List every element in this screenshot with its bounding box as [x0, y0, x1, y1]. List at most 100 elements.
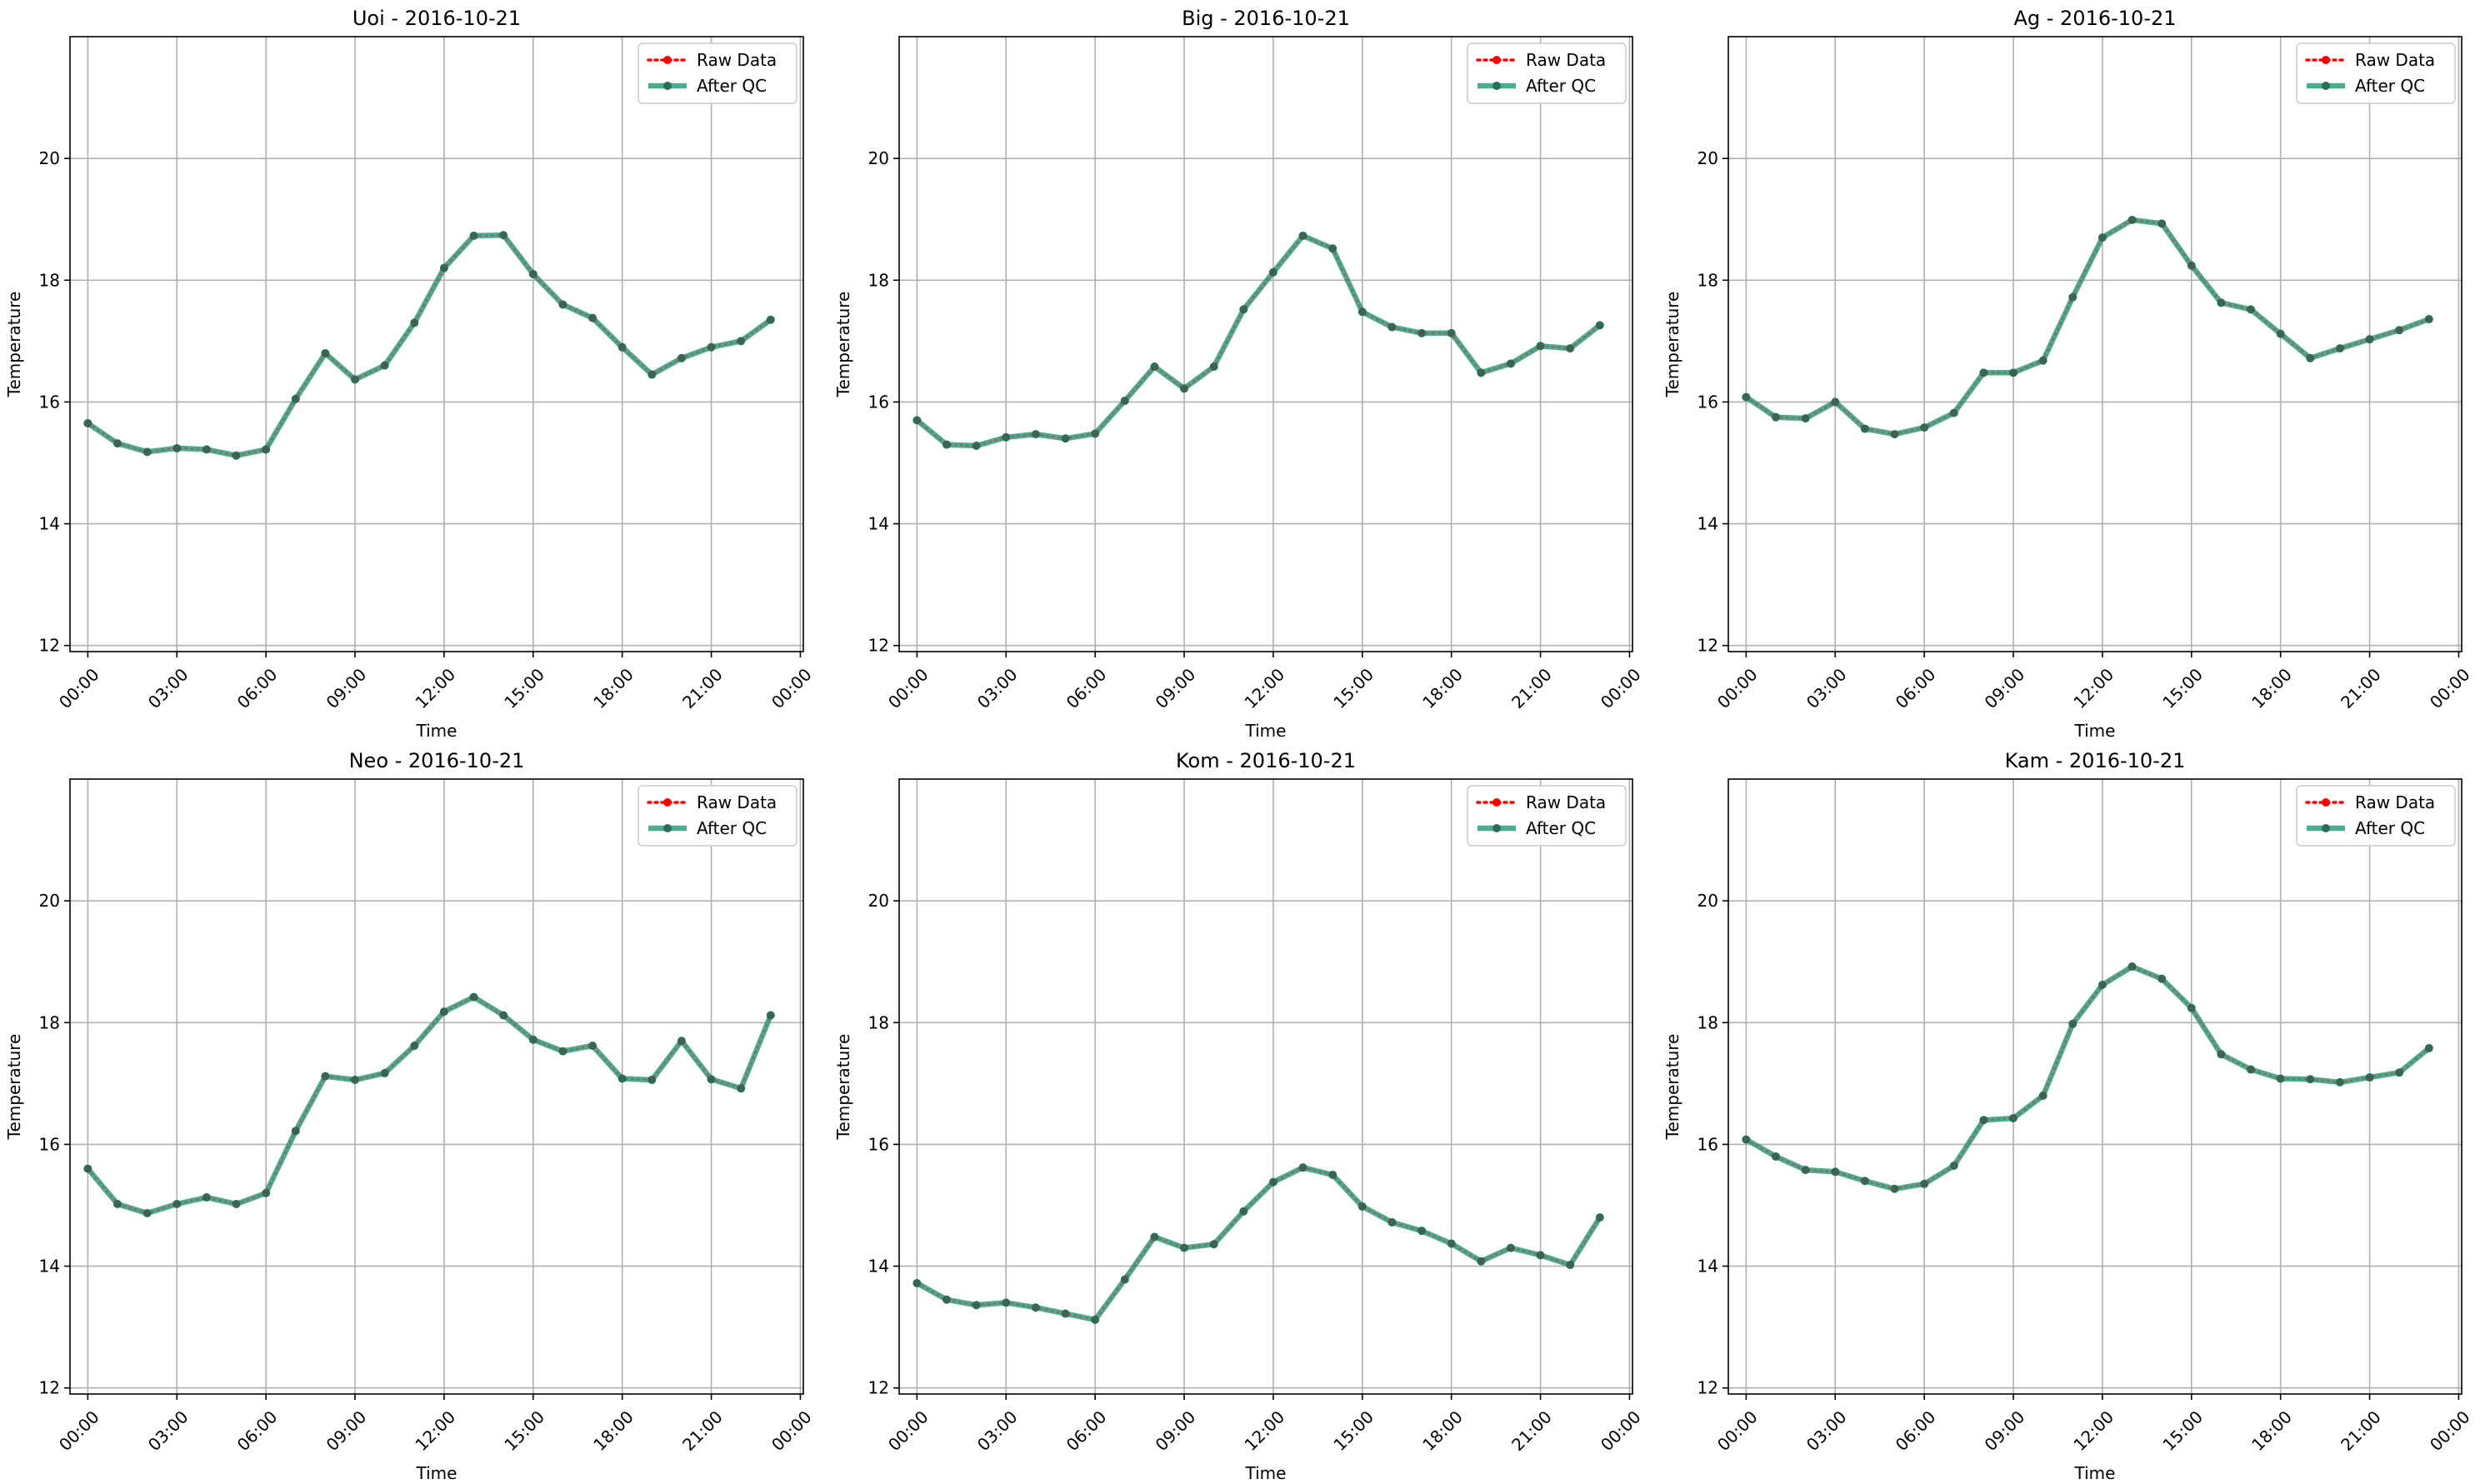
x-tick-label: 21:00 [678, 1407, 727, 1455]
legend-marker-after-qc [2322, 82, 2330, 90]
point-after-qc [1860, 424, 1869, 433]
y-tick-label: 16 [39, 1134, 60, 1154]
y-tick-label: 16 [868, 1134, 889, 1154]
point-after-qc [912, 416, 922, 425]
series-line-raw-data [916, 1166, 1602, 1322]
point-after-qc [972, 1301, 981, 1310]
point-after-qc [2128, 962, 2137, 972]
point-after-qc [528, 269, 538, 278]
axes-frame [898, 778, 1633, 1395]
point-after-qc [1061, 434, 1070, 443]
x-tick-label: 15:00 [500, 1407, 548, 1455]
point-after-qc [1239, 1207, 1248, 1216]
legend: Raw Data After QC [1467, 42, 1627, 104]
point-after-qc [1418, 1227, 1427, 1236]
x-tick-label: 12:00 [2069, 1407, 2118, 1455]
point-after-qc [469, 992, 478, 1002]
x-axis-label: Time [1245, 1463, 1287, 1483]
point-after-qc [1595, 1213, 1604, 1222]
x-tick-label: 00:00 [1597, 664, 1645, 712]
x-tick-label: 00:00 [2426, 664, 2474, 712]
y-tick-label: 14 [1698, 1257, 1718, 1277]
point-after-qc [1860, 1177, 1869, 1186]
point-after-qc [1890, 1184, 1899, 1193]
point-after-qc [2158, 974, 2167, 983]
point-after-qc [1091, 429, 1100, 438]
point-after-qc [1506, 1243, 1515, 1252]
x-tick-label: 06:00 [1892, 1407, 1940, 1455]
point-after-qc [2247, 305, 2256, 314]
point-after-qc [2038, 356, 2048, 365]
point-after-qc [499, 231, 508, 240]
y-tick-label: 12 [39, 1378, 60, 1398]
x-tick-label: 00:00 [55, 1407, 103, 1455]
point-after-qc [2365, 1073, 2374, 1082]
point-after-qc [1180, 1243, 1189, 1252]
point-after-qc [2276, 329, 2285, 338]
y-axis-label: Temperature [1662, 1034, 1682, 1141]
point-after-qc [942, 440, 952, 449]
point-after-qc [2068, 1019, 2078, 1028]
point-after-qc [172, 1200, 182, 1209]
point-after-qc [380, 1068, 389, 1077]
point-after-qc [1031, 1303, 1040, 1312]
axes-frame [69, 36, 804, 652]
point-after-qc [912, 1279, 922, 1288]
series-line-after-qc [85, 994, 774, 1217]
subplot: 00:00 03:00 06:00 09:00 12:00 15:00 18:00 21:00… [1662, 749, 2474, 1483]
y-tick-label: 20 [39, 148, 60, 168]
y-axis-label: Temperature [833, 292, 853, 398]
point-after-qc [588, 313, 598, 322]
point-after-qc [766, 315, 775, 324]
point-after-qc [2038, 1091, 2048, 1100]
subplot: 00:00 03:00 06:00 09:00 12:00 15:00 18:00 21:00… [1662, 7, 2474, 741]
point-after-qc [262, 445, 271, 454]
point-after-qc [2128, 215, 2137, 224]
point-after-qc [942, 1295, 952, 1304]
x-tick-label: 00:00 [1713, 1407, 1762, 1455]
point-after-qc [1002, 1298, 1011, 1307]
point-after-qc [172, 443, 182, 452]
legend-marker-after-qc [2322, 824, 2330, 832]
point-after-qc [262, 1188, 271, 1197]
series-line-raw-data [1745, 218, 2431, 436]
point-after-qc [1831, 397, 1840, 407]
point-after-qc [618, 1074, 627, 1083]
x-tick-label: 12:00 [411, 1407, 459, 1455]
point-after-qc [1418, 328, 1427, 337]
y-tick-label: 18 [1698, 1012, 1718, 1032]
legend-marker-after-qc [1492, 824, 1501, 832]
point-after-qc [1150, 362, 1159, 372]
subplot-title: Ag - 2016-10-21 [2013, 7, 2176, 30]
point-after-qc [2365, 335, 2374, 344]
point-after-qc [1742, 1135, 1751, 1144]
point-after-qc [1268, 1177, 1278, 1187]
legend-marker-raw-data [2322, 56, 2330, 64]
subplot-title: Big - 2016-10-21 [1182, 7, 1350, 30]
x-axis-label: Time [2074, 1463, 2116, 1483]
series-line-after-qc [1743, 217, 2432, 437]
point-after-qc [2306, 353, 2315, 362]
point-after-qc [1979, 1116, 1988, 1125]
point-after-qc [1536, 1251, 1545, 1260]
point-after-qc [1002, 432, 1011, 442]
x-tick-label: 00:00 [55, 664, 103, 712]
y-tick-label: 20 [868, 891, 889, 911]
axes-frame [1728, 36, 2462, 652]
point-after-qc [439, 263, 448, 272]
point-after-qc [83, 418, 92, 427]
legend-marker-raw-data [1492, 56, 1501, 64]
legend: Raw Data After QC [638, 785, 798, 847]
point-after-qc [1120, 1275, 1129, 1284]
x-tick-label: 00:00 [1713, 664, 1762, 712]
y-tick-label: 12 [1698, 636, 1718, 656]
x-tick-label: 09:00 [1981, 1407, 2029, 1455]
legend-marker-after-qc [1492, 82, 1501, 90]
x-tick-label: 06:00 [1892, 664, 1940, 712]
legend: Raw Data After QC [1467, 785, 1627, 847]
y-tick-label: 20 [1698, 891, 1718, 911]
point-after-qc [380, 361, 389, 370]
point-after-qc [1801, 1166, 1810, 1175]
legend-label-after-qc: After QC [697, 76, 767, 96]
y-tick-label: 18 [868, 270, 889, 290]
